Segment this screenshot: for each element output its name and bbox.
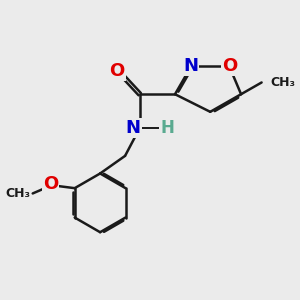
Text: CH₃: CH₃ <box>270 76 296 89</box>
Text: H: H <box>160 119 174 137</box>
Text: O: O <box>222 57 238 75</box>
Text: CH₃: CH₃ <box>5 187 30 200</box>
Text: O: O <box>43 175 58 193</box>
Text: N: N <box>183 57 198 75</box>
Text: N: N <box>126 119 141 137</box>
Text: O: O <box>110 62 125 80</box>
